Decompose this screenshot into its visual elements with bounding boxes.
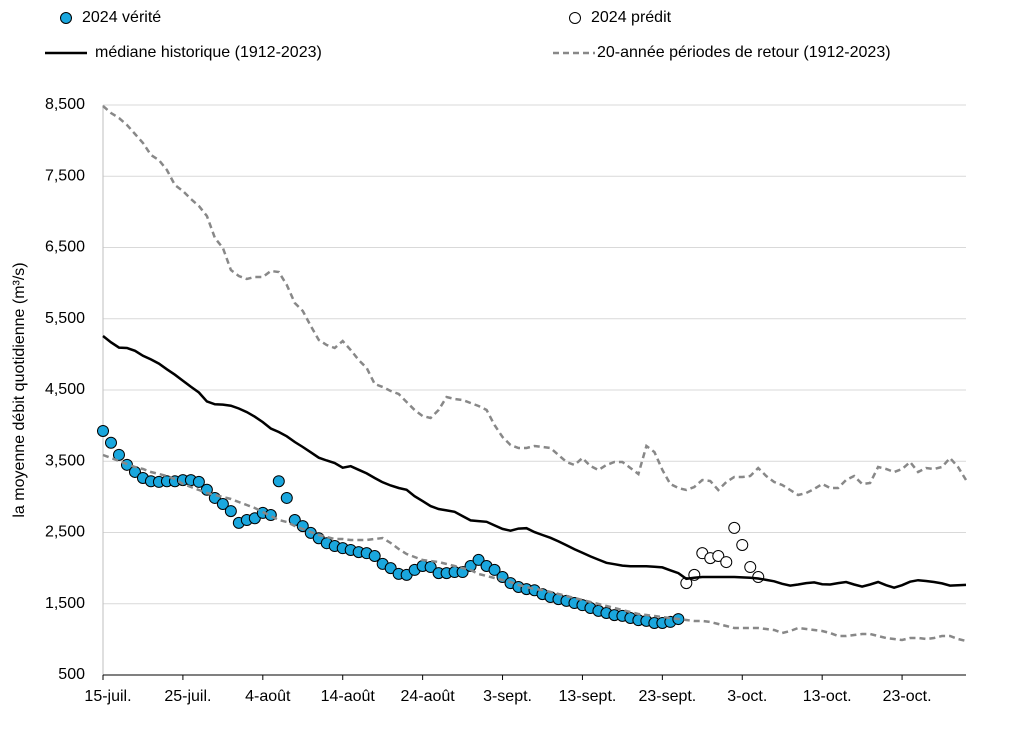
- data-point: [216, 498, 229, 510]
- y-tick-label: 7,500: [45, 167, 85, 184]
- y-tick-label: 8,500: [45, 96, 85, 113]
- data-point: [384, 562, 397, 575]
- x-tick-label: 13-sept.: [559, 688, 617, 705]
- data-point: [224, 505, 237, 518]
- y-tick-label: 1,500: [45, 595, 85, 612]
- data-point: [424, 561, 437, 574]
- data-point: [192, 475, 205, 488]
- y-tick-label: 6,500: [45, 239, 85, 256]
- x-tick-label: 13-oct.: [803, 688, 852, 705]
- data-point: [488, 563, 501, 576]
- data-point: [464, 559, 477, 572]
- y-tick-label: 2,500: [45, 524, 85, 541]
- legend-label: 2024 vérité: [82, 9, 161, 26]
- data-point: [112, 448, 125, 461]
- x-tick-label: 23-oct.: [883, 688, 932, 705]
- data-point: [472, 553, 485, 566]
- series-line: [102, 453, 967, 643]
- data-point: [736, 538, 749, 551]
- legend-marker: [569, 12, 581, 24]
- y-tick-label: 3,500: [45, 452, 85, 469]
- x-tick-label: 15-juil.: [84, 688, 131, 705]
- series-line: [102, 335, 967, 590]
- legend-label: médiane historique (1912-2023): [95, 44, 322, 61]
- data-point: [280, 491, 293, 504]
- legend-marker: [60, 12, 72, 24]
- data-point: [97, 424, 109, 437]
- y-axis-label: la moyenne débit quotidienne (m³/s): [11, 262, 28, 517]
- legend-label: 2024 prédit: [591, 9, 672, 26]
- data-point: [272, 475, 285, 488]
- data-point: [720, 556, 733, 569]
- x-tick-label: 3-sept.: [483, 688, 532, 705]
- y-tick-label: 4,500: [45, 381, 85, 398]
- data-point: [712, 550, 725, 563]
- x-tick-label: 4-août: [245, 688, 291, 705]
- series-line: [102, 105, 968, 497]
- x-tick-label: 3-oct.: [727, 688, 767, 705]
- y-tick-label: 500: [58, 666, 85, 683]
- x-tick-label: 25-juil.: [164, 688, 211, 705]
- data-point: [744, 561, 757, 574]
- data-point: [104, 436, 117, 449]
- data-point: [728, 521, 741, 534]
- x-tick-label: 23-sept.: [638, 688, 696, 705]
- x-tick-label: 14-août: [321, 688, 376, 705]
- legend-label: 20-année périodes de retour (1912-2023): [597, 44, 891, 61]
- x-tick-label: 24-août: [400, 688, 455, 705]
- data-point: [368, 550, 381, 563]
- y-tick-label: 5,500: [45, 310, 85, 327]
